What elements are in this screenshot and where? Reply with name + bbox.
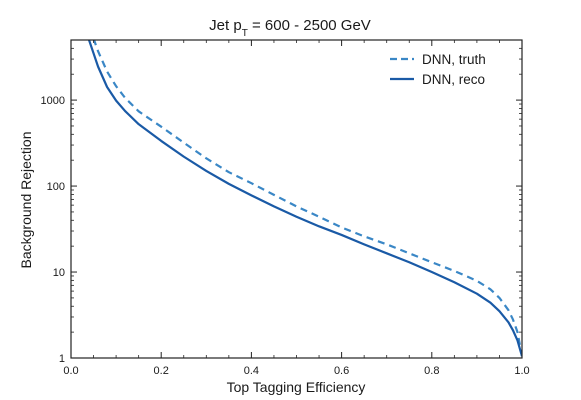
series-line-dnn-reco [87,40,522,357]
x-tick-label: 0.2 [154,365,169,377]
x-tick-label: 0.8 [424,365,439,377]
y-tick-label: 1 [59,353,65,365]
plot-frame [70,39,523,359]
series-line-dnn-truth [92,40,522,357]
chart-title-subscript: T [242,28,248,39]
axes-layer: 0.0 0.2 0.4 0.6 0.8 1.0 1 10 100 1000 [41,39,530,377]
x-tick-label: 0.6 [334,365,349,377]
x-tick-label: 1.0 [514,365,529,377]
legend-label-dnn-reco: DNN, reco [422,72,485,87]
y-tick-label: 1000 [41,95,65,107]
x-tick-label: 0.0 [63,365,78,377]
x-axis-title: Top Tagging Efficiency [227,379,366,395]
x-tick-label: 0.4 [244,365,259,377]
legend: DNN, truth DNN, reco [390,52,486,87]
y-axis-title: Background Rejection [18,132,34,269]
chart-title-rest: = 600 - 2500 GeV [248,17,371,34]
y-tick-label: 100 [47,181,65,193]
legend-label-dnn-truth: DNN, truth [422,52,486,67]
y-tick-label: 10 [53,267,65,279]
chart-title-main: Jet p [209,17,242,34]
series-layer [87,40,522,357]
chart-title: Jet pT = 600 - 2500 GeV [209,17,371,39]
